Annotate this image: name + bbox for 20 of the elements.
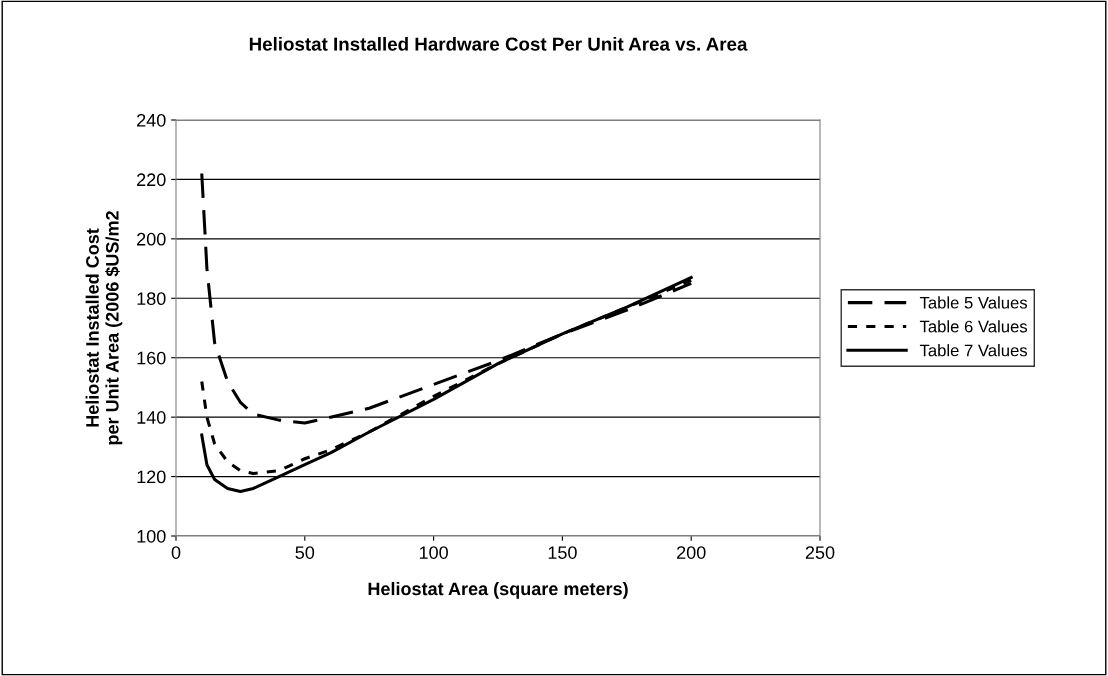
y-tick-label: 100 bbox=[137, 529, 166, 543]
x-tick-label: 0 bbox=[171, 546, 181, 559]
y-tick-label: 160 bbox=[137, 351, 166, 365]
legend-label: Table 5 Values bbox=[919, 296, 1028, 309]
y-axis-title: Heliostat Installed Cost per Unit Area (2006 $US/m2 bbox=[85, 211, 123, 445]
y-tick-label: 120 bbox=[137, 470, 166, 484]
chart-title: Heliostat Installed Hardware Cost Per Unit Area vs. Area bbox=[249, 36, 748, 51]
x-tick-label: 250 bbox=[805, 546, 835, 559]
x-tick-label: 50 bbox=[295, 546, 315, 559]
legend-label: Table 7 Values bbox=[919, 344, 1028, 357]
x-tick-label: 200 bbox=[677, 546, 706, 559]
legend-label: Table 6 Values bbox=[919, 320, 1028, 333]
y-tick-label: 140 bbox=[137, 411, 166, 424]
y-tick-label: 220 bbox=[137, 173, 166, 187]
x-tick-label: 150 bbox=[548, 546, 577, 559]
x-tick-label: 100 bbox=[419, 546, 448, 559]
y-tick-label: 240 bbox=[137, 113, 166, 127]
y-tick-label: 180 bbox=[137, 292, 166, 306]
x-axis-title: Heliostat Area (square meters) bbox=[368, 582, 628, 599]
y-tick-label: 200 bbox=[137, 232, 166, 246]
